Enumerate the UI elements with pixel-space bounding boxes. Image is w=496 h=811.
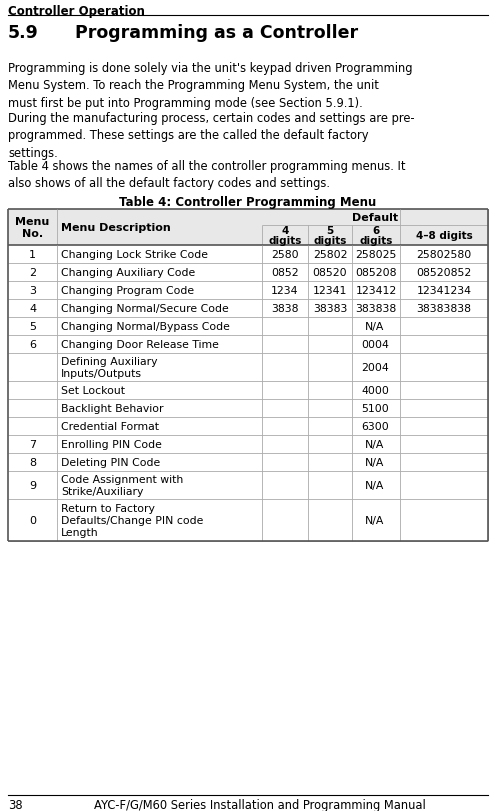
Text: 38383838: 38383838 xyxy=(417,303,472,314)
Text: N/A: N/A xyxy=(366,480,385,491)
Text: Backlight Behavior: Backlight Behavior xyxy=(61,404,164,414)
Bar xyxy=(8,436,488,453)
Text: Changing Program Code: Changing Program Code xyxy=(61,285,194,296)
Bar xyxy=(8,400,488,418)
Text: Table 4: Controller Programming Menu: Table 4: Controller Programming Menu xyxy=(120,195,376,208)
Text: Programming as a Controller: Programming as a Controller xyxy=(75,24,358,42)
Text: AYC-F/G/M60 Series Installation and Programming Manual: AYC-F/G/M60 Series Installation and Prog… xyxy=(94,798,426,811)
Text: Set Lockout: Set Lockout xyxy=(61,385,125,396)
Text: Enrolling PIN Code: Enrolling PIN Code xyxy=(61,440,162,449)
Text: 1234: 1234 xyxy=(271,285,299,296)
Bar xyxy=(8,354,488,381)
Bar xyxy=(8,246,488,264)
Text: 8: 8 xyxy=(29,457,36,467)
Text: Changing Normal/Secure Code: Changing Normal/Secure Code xyxy=(61,303,229,314)
Bar xyxy=(8,318,488,336)
Text: 5: 5 xyxy=(29,322,36,332)
Text: 7: 7 xyxy=(29,440,36,449)
Text: 5100: 5100 xyxy=(361,404,389,414)
Text: 38383: 38383 xyxy=(313,303,347,314)
Text: 08520: 08520 xyxy=(312,268,347,277)
Text: Menu Description: Menu Description xyxy=(61,223,171,233)
Bar xyxy=(8,264,488,281)
Text: Changing Normal/Bypass Code: Changing Normal/Bypass Code xyxy=(61,322,230,332)
Text: 1: 1 xyxy=(29,250,36,260)
Text: Return to Factory
Defaults/Change PIN code
Length: Return to Factory Defaults/Change PIN co… xyxy=(61,503,203,538)
Text: 383838: 383838 xyxy=(355,303,397,314)
Text: 38: 38 xyxy=(8,798,23,811)
Text: Defining Auxiliary
Inputs/Outputs: Defining Auxiliary Inputs/Outputs xyxy=(61,356,158,379)
Text: 6: 6 xyxy=(29,340,36,350)
Text: 2004: 2004 xyxy=(361,363,389,372)
Text: N/A: N/A xyxy=(366,440,385,449)
Text: 0: 0 xyxy=(29,515,36,526)
Text: 4–8 digits: 4–8 digits xyxy=(416,230,472,241)
Text: N/A: N/A xyxy=(366,515,385,526)
Text: Changing Lock Strike Code: Changing Lock Strike Code xyxy=(61,250,208,260)
Text: 9: 9 xyxy=(29,480,36,491)
Text: 0852: 0852 xyxy=(271,268,299,277)
Bar xyxy=(8,418,488,436)
Bar xyxy=(8,281,488,299)
Bar xyxy=(8,471,488,500)
Text: 085208: 085208 xyxy=(355,268,397,277)
Text: 25802: 25802 xyxy=(313,250,347,260)
Text: 123412: 123412 xyxy=(355,285,397,296)
Text: Default: Default xyxy=(352,212,398,223)
Bar xyxy=(8,336,488,354)
Text: 5
digits: 5 digits xyxy=(313,225,347,246)
Bar xyxy=(8,500,488,541)
Text: 3: 3 xyxy=(29,285,36,296)
Text: During the manufacturing process, certain codes and settings are pre-
programmed: During the manufacturing process, certai… xyxy=(8,112,415,160)
Text: 2580: 2580 xyxy=(271,250,299,260)
Text: Deleting PIN Code: Deleting PIN Code xyxy=(61,457,160,467)
Text: 6300: 6300 xyxy=(361,422,389,431)
Text: 25802580: 25802580 xyxy=(416,250,472,260)
Text: Changing Auxiliary Code: Changing Auxiliary Code xyxy=(61,268,195,277)
Text: 4000: 4000 xyxy=(361,385,389,396)
Text: 0004: 0004 xyxy=(361,340,389,350)
Text: Code Assignment with
Strike/Auxiliary: Code Assignment with Strike/Auxiliary xyxy=(61,474,183,496)
Text: 6
digits: 6 digits xyxy=(359,225,393,246)
Text: 2: 2 xyxy=(29,268,36,277)
Text: 12341234: 12341234 xyxy=(417,285,472,296)
Text: Programming is done solely via the unit's keypad driven Programming
Menu System.: Programming is done solely via the unit'… xyxy=(8,62,413,109)
Text: 08520852: 08520852 xyxy=(416,268,472,277)
Bar xyxy=(8,299,488,318)
Text: Credential Format: Credential Format xyxy=(61,422,159,431)
Bar xyxy=(8,453,488,471)
Text: 258025: 258025 xyxy=(355,250,397,260)
Bar xyxy=(8,210,488,246)
Text: Table 4 shows the names of all the controller programming menus. It
also shows o: Table 4 shows the names of all the contr… xyxy=(8,160,406,191)
Text: Changing Door Release Time: Changing Door Release Time xyxy=(61,340,219,350)
Text: Controller Operation: Controller Operation xyxy=(8,5,145,18)
Text: N/A: N/A xyxy=(366,457,385,467)
Text: Menu
No.: Menu No. xyxy=(15,217,50,239)
Bar xyxy=(8,381,488,400)
Text: 4
digits: 4 digits xyxy=(268,225,302,246)
Text: 12341: 12341 xyxy=(313,285,347,296)
Text: 5.9: 5.9 xyxy=(8,24,39,42)
Text: 4: 4 xyxy=(29,303,36,314)
Text: N/A: N/A xyxy=(366,322,385,332)
Text: 3838: 3838 xyxy=(271,303,299,314)
